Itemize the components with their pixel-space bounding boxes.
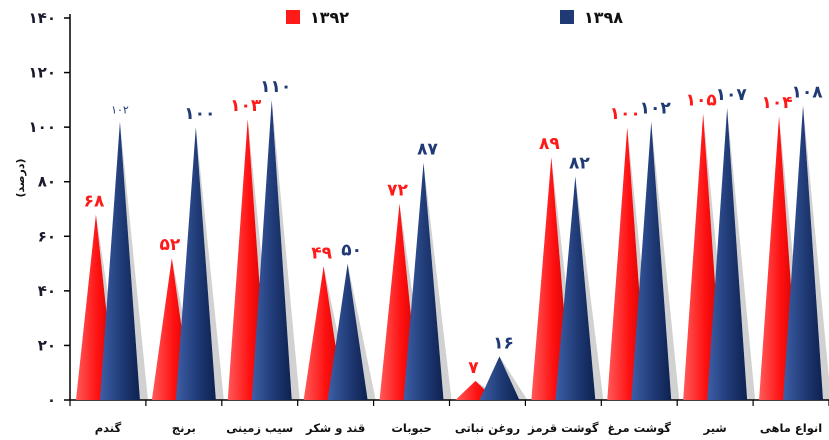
value-label-1398: ۸۲ — [569, 153, 590, 173]
legend-label-1392: ۱۳۹۲ — [310, 8, 349, 27]
value-label-1392: ۸۹ — [539, 134, 560, 154]
category-label: برنج — [172, 421, 196, 435]
value-label-1392: ۵۲ — [159, 235, 180, 255]
value-label-1398: ۱۰۰ — [184, 104, 215, 124]
bar-shadow — [727, 108, 756, 401]
value-label-1398: ۱۰۲ — [640, 99, 672, 119]
bar-1398 — [479, 356, 520, 400]
bar-shadow — [651, 121, 680, 400]
value-label-1392: ۱۰۰ — [610, 104, 641, 124]
bar-1398 — [99, 121, 140, 400]
value-label-1392: ۱۰۳ — [230, 96, 262, 116]
legend-swatch-1392 — [286, 10, 300, 24]
bar-shadow — [119, 121, 148, 400]
bar-shadow — [551, 157, 580, 400]
value-label-1392: ۱۰۴ — [761, 93, 792, 113]
bar-1398 — [175, 127, 216, 401]
category-label: حبوبات — [391, 421, 431, 436]
plot-area — [75, 99, 829, 401]
bar-1398 — [251, 99, 292, 400]
category-label: گندم — [95, 421, 122, 435]
value-label-1392: ۷ — [468, 358, 479, 378]
value-label-1392: ۷۲ — [387, 181, 408, 201]
bar-shadow — [347, 263, 376, 400]
bar-1398 — [327, 263, 368, 400]
bar-1398 — [555, 176, 596, 400]
bar-1398 — [631, 121, 672, 400]
y-tick-label: ۱۲۰ — [29, 64, 56, 82]
value-label-1398: ۱۰۲ — [111, 104, 129, 117]
x-axis-ticks — [69, 400, 829, 406]
y-tick-label: ۱۴۰ — [29, 9, 56, 27]
legend-swatch-1398 — [560, 10, 574, 24]
y-tick-label: ۲۰ — [38, 336, 56, 354]
bar-shadow — [575, 176, 604, 400]
value-label-1392: ۶۸ — [84, 191, 105, 211]
value-label-1392: ۴۹ — [311, 243, 332, 263]
bar-shadow — [271, 99, 300, 400]
value-label-1398: ۱۶ — [493, 333, 514, 353]
category-label: قند و شکر — [305, 421, 365, 436]
category-label: گوشت مرغ — [607, 421, 671, 436]
bar-shadow — [803, 105, 829, 400]
y-axis-label: (درصد) — [14, 158, 27, 197]
y-tick-label: ۱۰۰ — [29, 118, 56, 136]
category-labels: گندم برنج سیب زمینی قند و شکر حبوبات روغن نبا… — [95, 421, 822, 436]
bar-1398 — [707, 108, 748, 401]
category-label: انواع ماهی — [760, 421, 822, 436]
category-label: سیب زمینی — [226, 421, 293, 435]
legend-label-1398: ۱۳۹۸ — [584, 8, 623, 27]
value-label-1398: ۸۷ — [417, 140, 438, 160]
category-label: روغن نباتی — [455, 421, 520, 436]
bar-shadow — [399, 203, 428, 400]
bar-shadow — [499, 356, 528, 400]
y-tick-label: ۴۰ — [38, 282, 56, 300]
y-tick-label: ۶۰ — [38, 227, 56, 245]
bar-shadow — [195, 127, 224, 401]
bar-shadow — [423, 162, 452, 400]
value-label-1398: ۱۰۸ — [791, 82, 823, 102]
value-label-1398: ۱۰۷ — [716, 85, 748, 105]
legend: ۱۳۹۲ ۱۳۹۸ — [286, 8, 623, 27]
value-label-1398: ۵۰ — [341, 241, 362, 261]
value-label-1392: ۱۰۵ — [686, 91, 717, 111]
bar-1398 — [403, 162, 444, 400]
bar-shadow — [171, 258, 200, 400]
y-tick-label: ۸۰ — [38, 173, 56, 191]
y-tick-label: ۰ — [47, 391, 56, 409]
y-axis-ticks: ۰ ۲۰ ۴۰ ۶۰ ۸۰ ۱۰۰ ۱۲۰ ۱۴۰ — [29, 9, 70, 409]
category-label: گوشت قرمز — [527, 421, 599, 436]
bar-1398 — [783, 105, 824, 401]
category-label: شیر — [703, 421, 727, 435]
value-label-1398: ۱۱۰ — [260, 77, 291, 97]
